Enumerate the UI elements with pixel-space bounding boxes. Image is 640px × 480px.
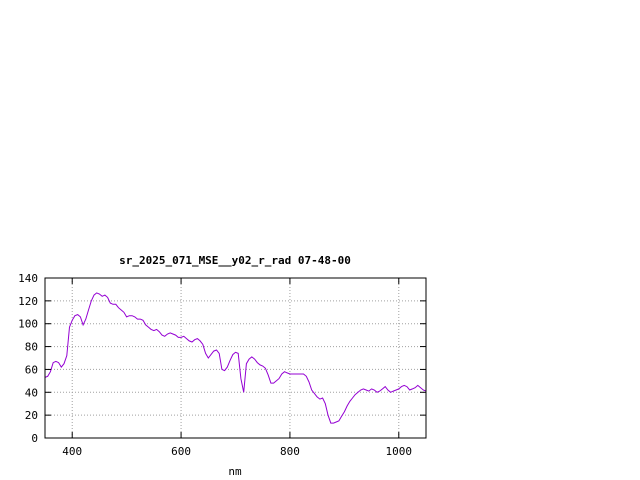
y-tick-label: 100 [18, 318, 38, 331]
y-tick-label: 80 [25, 341, 38, 354]
chart-title: sr_2025_071_MSE__y02_r_rad 07-48-00 [119, 254, 351, 267]
y-tick-label: 40 [25, 386, 38, 399]
series-layer [44, 292, 427, 424]
y-tick-label: 20 [25, 409, 38, 422]
grid [45, 278, 426, 438]
y-tick-label: 60 [25, 363, 38, 376]
axis-ticks: 0 20 40 60 80 100 120 140 400 600 800 1000 [18, 272, 426, 458]
y-tick-label: 0 [31, 432, 38, 445]
x-tick-label: 800 [280, 445, 300, 458]
x-tick-label: 600 [171, 445, 191, 458]
y-tick-label: 140 [18, 272, 38, 285]
y-tick-label: 120 [18, 295, 38, 308]
series-line [44, 292, 427, 424]
x-axis-label: nm [228, 465, 242, 478]
plot-frame [44, 277, 427, 439]
x-tick-label: 1000 [386, 445, 413, 458]
x-tick-label: 400 [62, 445, 82, 458]
